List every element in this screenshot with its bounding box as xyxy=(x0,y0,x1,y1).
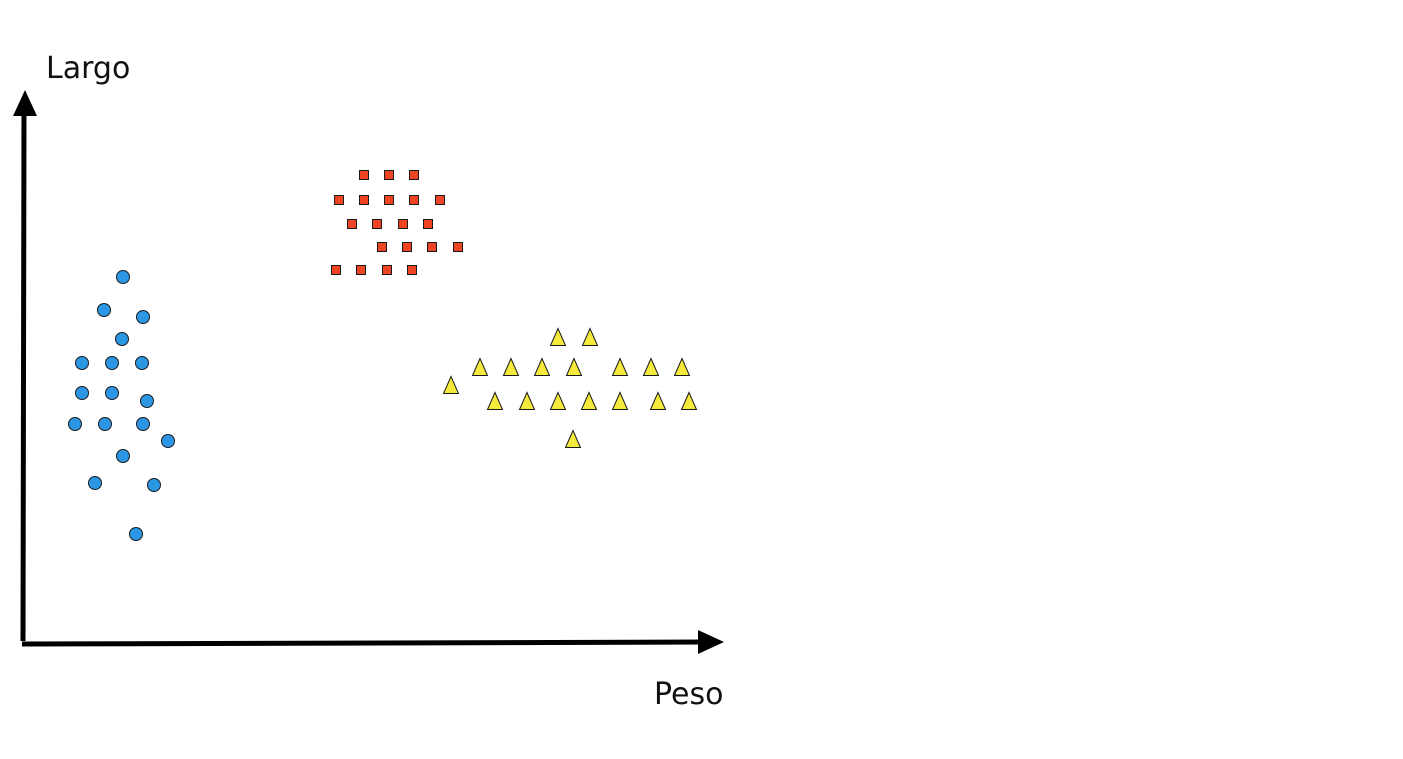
chart-marks xyxy=(68,170,698,541)
square-point-1-10 xyxy=(398,219,408,229)
square-point-1-11 xyxy=(423,219,433,229)
triangle-point-2-17 xyxy=(564,429,582,448)
triangle-point-2-10 xyxy=(486,391,504,410)
triangle-point-2-7 xyxy=(642,357,660,376)
circle-point-0-0 xyxy=(116,270,130,284)
y-axis xyxy=(20,107,27,642)
square-point-1-15 xyxy=(453,242,463,252)
square-point-1-2 xyxy=(409,170,419,180)
triangle-point-2-3 xyxy=(502,357,520,376)
circle-point-0-8 xyxy=(105,386,119,400)
triangle-point-2-12 xyxy=(549,391,567,410)
circle-point-0-9 xyxy=(140,394,154,408)
y-axis-label: Largo xyxy=(46,51,130,86)
triangle-point-2-4 xyxy=(533,357,551,376)
square-point-1-0 xyxy=(359,170,369,180)
triangle-point-2-13 xyxy=(580,391,598,410)
square-point-1-19 xyxy=(407,265,417,275)
square-point-1-17 xyxy=(356,265,366,275)
square-point-1-16 xyxy=(331,265,341,275)
circle-point-0-3 xyxy=(115,332,129,346)
square-point-1-8 xyxy=(347,219,357,229)
triangle-point-2-5 xyxy=(565,357,583,376)
triangle-point-2-11 xyxy=(518,391,536,410)
x-axis-arrow-icon xyxy=(698,630,724,654)
circle-point-0-15 xyxy=(88,476,102,490)
triangle-point-2-8 xyxy=(673,357,691,376)
triangle-point-2-14 xyxy=(611,391,629,410)
x-axis-label: Peso xyxy=(654,677,723,712)
square-point-1-4 xyxy=(359,195,369,205)
circle-point-0-6 xyxy=(135,356,149,370)
square-point-1-5 xyxy=(384,195,394,205)
triangle-point-2-16 xyxy=(680,391,698,410)
circle-point-0-17 xyxy=(129,527,143,541)
triangle-point-2-0 xyxy=(549,327,567,346)
circle-point-0-7 xyxy=(75,386,89,400)
square-point-1-1 xyxy=(384,170,394,180)
square-point-1-12 xyxy=(377,242,387,252)
circle-point-0-16 xyxy=(147,478,161,492)
square-point-1-3 xyxy=(334,195,344,205)
x-axis xyxy=(21,639,707,647)
triangle-point-2-2 xyxy=(471,357,489,376)
circle-point-0-11 xyxy=(98,417,112,431)
circle-point-0-13 xyxy=(161,434,175,448)
triangle-point-2-15 xyxy=(649,391,667,410)
circle-point-0-14 xyxy=(116,449,130,463)
square-point-1-7 xyxy=(435,195,445,205)
circle-point-0-12 xyxy=(136,417,150,431)
circle-point-0-2 xyxy=(136,310,150,324)
square-point-1-18 xyxy=(382,265,392,275)
circle-point-0-5 xyxy=(105,356,119,370)
square-point-1-6 xyxy=(409,195,419,205)
circle-point-0-4 xyxy=(75,356,89,370)
square-point-1-14 xyxy=(427,242,437,252)
square-point-1-9 xyxy=(372,219,382,229)
circle-point-0-1 xyxy=(97,303,111,317)
circle-point-0-10 xyxy=(68,417,82,431)
triangle-point-2-9 xyxy=(442,375,460,394)
square-point-1-13 xyxy=(402,242,412,252)
triangle-point-2-6 xyxy=(611,357,629,376)
y-axis-arrow-icon xyxy=(13,90,37,116)
triangle-point-2-1 xyxy=(581,327,599,346)
